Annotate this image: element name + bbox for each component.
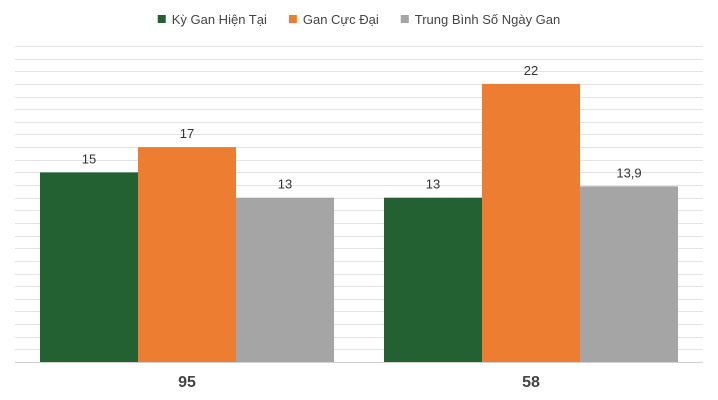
bar-value-label: 13 <box>278 177 292 192</box>
bar-value-label: 17 <box>180 126 194 141</box>
legend-label: Kỳ Gan Hiện Tại <box>172 12 267 27</box>
legend-swatch <box>400 15 409 23</box>
bar-value-label: 22 <box>524 63 538 78</box>
bars <box>40 83 678 363</box>
bar-value-label: 15 <box>82 151 96 166</box>
category-labels: 95 58 <box>178 374 540 391</box>
data-labels: 15 17 13 13 22 13,9 <box>82 63 642 192</box>
bar-value-label: 13,9 <box>616 165 641 180</box>
legend-item[interactable]: Trung Bình Số Ngày Gan <box>400 12 561 27</box>
legend-label: Gan Cực Đại <box>303 12 379 27</box>
legend-label: Trung Bình Số Ngày Gan <box>415 12 561 27</box>
bar <box>236 197 334 362</box>
category-label: 95 <box>178 374 196 391</box>
legend: Kỳ Gan Hiện Tại Gan Cực Đại Trung Bình Số … <box>157 12 561 27</box>
bar <box>384 197 482 362</box>
bar <box>580 186 678 362</box>
bar-value-label: 13 <box>426 177 440 192</box>
category-label: 58 <box>522 374 540 391</box>
bar <box>40 172 138 362</box>
legend-item[interactable]: Kỳ Gan Hiện Tại <box>157 12 267 27</box>
bar <box>138 147 236 362</box>
legend-swatch <box>157 15 166 23</box>
legend-item[interactable]: Gan Cực Đại <box>288 12 379 27</box>
legend-swatch <box>288 15 297 23</box>
bar <box>482 83 580 363</box>
